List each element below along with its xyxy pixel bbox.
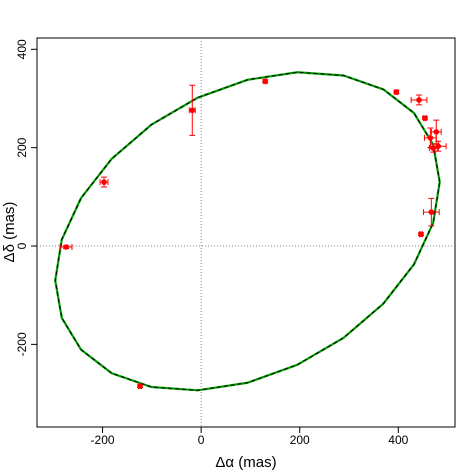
x-tick-label: 400 [388, 433, 408, 447]
plot-frame [36, 37, 456, 428]
point [418, 231, 424, 238]
y-tick-label: 400 [15, 39, 29, 59]
point [433, 129, 440, 135]
x-axis-title: Δα (mas) [215, 454, 276, 471]
x-tick-label: 200 [290, 433, 310, 447]
point [101, 179, 107, 185]
point [428, 209, 435, 215]
y-axis-title: Δδ (mas) [1, 202, 18, 263]
orbit [54, 71, 441, 392]
point [189, 107, 196, 114]
point [422, 115, 428, 121]
orbit-dashed [54, 71, 441, 391]
y-tick-label: 200 [15, 137, 29, 157]
x-tick-label: -200 [91, 433, 115, 447]
y-tick-label: -200 [15, 332, 29, 356]
point [393, 89, 400, 95]
point [137, 383, 143, 389]
point [416, 97, 422, 103]
point [63, 244, 69, 250]
x-tick-label: 0 [198, 433, 205, 447]
point [430, 145, 437, 151]
point [262, 78, 269, 85]
y-tick-label: 0 [15, 242, 29, 249]
point [427, 135, 434, 141]
